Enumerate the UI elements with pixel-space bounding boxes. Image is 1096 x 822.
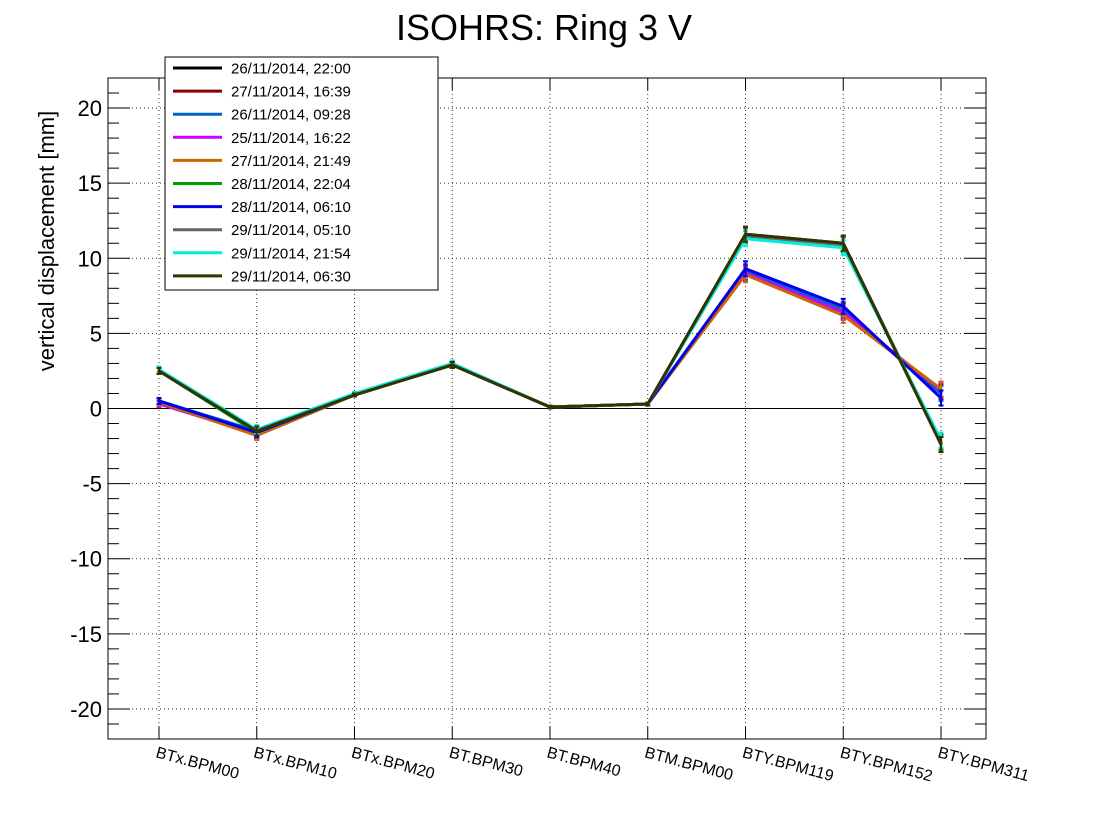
data-point [548,405,552,409]
data-point [646,402,650,406]
data-point [157,369,161,373]
y-tick-label: 0 [90,397,102,422]
y-tick-label: 20 [78,96,102,121]
y-tick-label: -20 [70,697,102,722]
plot-frame [107,77,987,740]
x-tick-label: BT.BPM30 [447,744,525,780]
data-point [353,393,356,397]
data-point [939,443,943,447]
y-tick-label: 15 [78,171,102,196]
data-point [157,399,161,403]
legend-entry-label: 26/11/2014, 22:00 [231,61,351,78]
y-tick-label: 10 [78,246,102,271]
x-tick-label: BTY.BPM119 [740,744,835,785]
data-point [841,304,845,308]
axes [107,77,987,740]
legend-entry-label: 26/11/2014, 09:28 [231,107,351,124]
y-ticks: -20 -15 -10 -5 0 5 10 15 20 [70,96,102,722]
legend-entry-label: 25/11/2014, 16:22 [231,130,351,147]
data-point [744,267,747,271]
x-tick-label: BTM.BPM00 [643,744,735,784]
legend-entry-label: 28/11/2014, 06:10 [231,199,351,216]
data-point [744,232,747,236]
legend-entry-label: 27/11/2014, 21:49 [231,153,351,170]
y-tick-label: -5 [82,472,102,497]
series [156,264,944,440]
y-tick-label: 5 [90,321,102,346]
y-tick-label: -10 [70,547,102,572]
legend: 26/11/2014, 22:00 27/11/2014, 16:39 26/11/… [164,56,439,291]
data-point [255,429,259,433]
x-tick-label: BTx.BPM00 [154,744,241,783]
series-group [156,225,944,454]
data-point [939,396,943,400]
x-tick-label: BT.BPM40 [545,744,623,780]
x-tick-label: BTx.BPM10 [252,744,339,783]
legend-entry-label: 27/11/2014, 16:39 [231,84,351,101]
legend-box [164,56,439,291]
x-tick-label: BTY.BPM311 [936,744,1031,785]
legend-entry-label: 29/11/2014, 21:54 [231,245,351,262]
x-ticks: BTx.BPM00 BTx.BPM10 BTx.BPM20 BT.BPM30 BT.BP… [154,744,1031,785]
x-tick-label: BTx.BPM20 [349,744,436,783]
data-point [450,363,454,367]
y-tick-label: -15 [70,622,102,647]
chart-title: ISOHRS: Ring 3 V [396,7,692,48]
x-tick-label: BTY.BPM152 [838,744,934,785]
legend-entry-label: 29/11/2014, 06:30 [231,268,351,285]
y-axis-label: vertical displacement [mm] [34,111,59,371]
series [156,225,944,454]
series [156,264,944,440]
data-point [841,241,845,245]
legend-entry-label: 28/11/2014, 22:04 [231,176,351,193]
legend-entry-label: 29/11/2014, 05:10 [231,222,351,239]
